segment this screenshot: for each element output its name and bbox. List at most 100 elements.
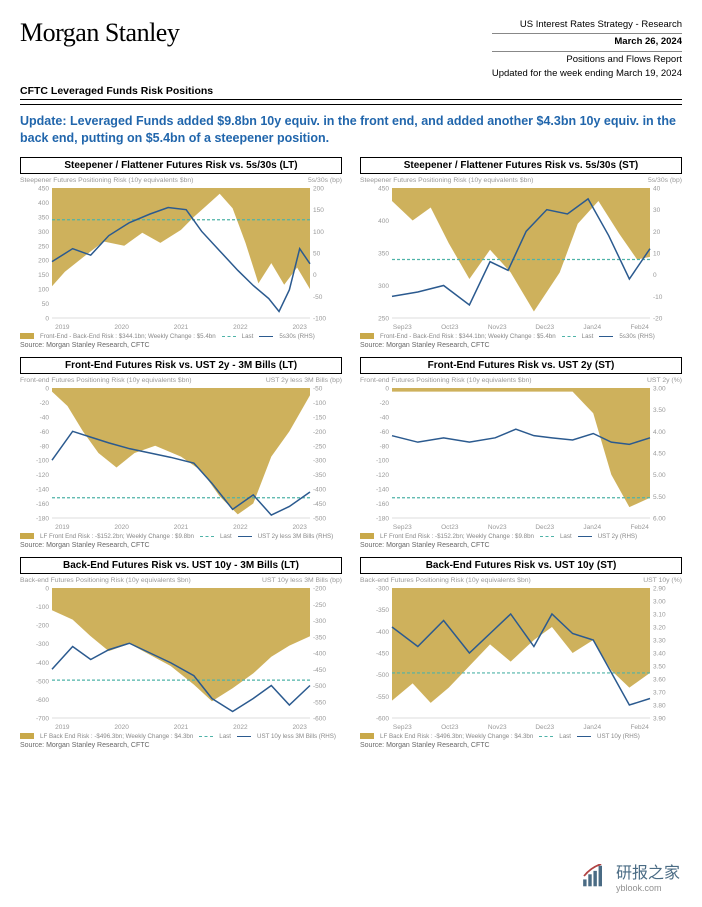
header-top: Morgan Stanley US Interest Rates Strateg… [20,18,682,81]
svg-text:-450: -450 [376,650,389,657]
header-line4: Updated for the week ending March 19, 20… [492,67,682,81]
svg-text:Dec23: Dec23 [535,524,554,531]
svg-text:Nov23: Nov23 [488,324,507,331]
svg-text:-20: -20 [40,400,50,407]
svg-text:-200: -200 [313,429,326,436]
chart-subtitle: Front-end Futures Positioning Risk (10y … [20,377,342,384]
header-line1: US Interest Rates Strategy - Research [492,18,682,34]
header-meta: US Interest Rates Strategy - Research Ma… [492,18,682,81]
svg-text:2019: 2019 [55,524,70,531]
svg-text:Sep23: Sep23 [393,324,412,331]
chart-title: Steepener / Flattener Futures Risk vs. 5… [360,157,682,174]
svg-text:-400: -400 [376,629,389,636]
svg-text:-300: -300 [36,641,49,648]
chart-cell-5: Back-End Futures Risk vs. UST 10y (ST)Ba… [360,557,682,749]
svg-text:450: 450 [378,185,389,192]
svg-text:Nov23: Nov23 [488,524,507,531]
svg-text:300: 300 [38,229,49,236]
svg-text:2022: 2022 [233,324,248,331]
svg-text:Oct23: Oct23 [441,524,459,531]
svg-text:-400: -400 [36,660,49,667]
chart-svg: 0-20-40-60-80-100-120-140-160-180-50-100… [20,384,342,532]
chart-source: Source: Morgan Stanley Research, CFTC [20,542,342,549]
svg-text:Oct23: Oct23 [441,724,459,731]
svg-text:-50: -50 [313,294,323,301]
svg-text:Dec23: Dec23 [535,324,554,331]
svg-text:3.40: 3.40 [653,650,666,657]
svg-text:-20: -20 [380,400,390,407]
svg-text:Feb24: Feb24 [630,724,649,731]
svg-text:400: 400 [38,200,49,207]
svg-text:-350: -350 [313,634,326,641]
svg-text:2021: 2021 [174,724,189,731]
svg-text:-300: -300 [376,585,389,592]
svg-text:2023: 2023 [292,524,307,531]
svg-text:300: 300 [378,283,389,290]
chart-cell-4: Back-End Futures Risk vs. UST 10y - 3M B… [20,557,342,749]
svg-text:2023: 2023 [292,724,307,731]
svg-text:-120: -120 [36,472,49,479]
svg-text:-160: -160 [376,501,389,508]
svg-text:-600: -600 [36,697,49,704]
chart-source: Source: Morgan Stanley Research, CFTC [360,742,682,749]
svg-text:3.50: 3.50 [653,663,666,670]
chart-svg: 0-100-200-300-400-500-600-700-200-250-30… [20,584,342,732]
svg-text:-100: -100 [376,457,389,464]
svg-text:200: 200 [313,185,324,192]
svg-text:2020: 2020 [114,724,129,731]
chart-title: Back-End Futures Risk vs. UST 10y - 3M B… [20,557,342,574]
svg-text:3.00: 3.00 [653,598,666,605]
chart-subtitle: Back-end Futures Positioning Risk (10y e… [360,577,682,584]
svg-text:4.50: 4.50 [653,450,666,457]
chart-cell-0: Steepener / Flattener Futures Risk vs. 5… [20,157,342,349]
svg-text:Jan24: Jan24 [583,524,601,531]
section-title: CFTC Leveraged Funds Risk Positions [20,85,682,100]
svg-text:-180: -180 [376,515,389,522]
svg-text:Feb24: Feb24 [630,524,649,531]
svg-text:3.70: 3.70 [653,689,666,696]
svg-text:-550: -550 [313,699,326,706]
svg-text:Sep23: Sep23 [393,524,412,531]
chart-legend: LF Back End Risk : -$496.3bn; Weekly Cha… [360,733,682,740]
svg-text:2.90: 2.90 [653,585,666,592]
svg-text:0: 0 [45,385,49,392]
svg-text:-450: -450 [313,501,326,508]
svg-text:-100: -100 [313,400,326,407]
svg-text:0: 0 [385,385,389,392]
svg-text:-700: -700 [36,715,49,722]
svg-text:-80: -80 [40,443,50,450]
svg-text:Jan24: Jan24 [583,724,601,731]
svg-text:3.00: 3.00 [653,385,666,392]
svg-text:3.10: 3.10 [653,611,666,618]
svg-text:-300: -300 [313,618,326,625]
svg-text:2022: 2022 [233,524,248,531]
svg-text:100: 100 [313,229,324,236]
watermark-url: yblook.com [616,883,680,893]
svg-text:Oct23: Oct23 [441,324,459,331]
svg-text:0: 0 [45,585,49,592]
svg-text:0: 0 [653,272,657,279]
svg-text:-200: -200 [36,622,49,629]
page-header: Morgan Stanley US Interest Rates Strateg… [20,18,682,105]
chart-title: Front-End Futures Risk vs. UST 2y - 3M B… [20,357,342,374]
chart-source: Source: Morgan Stanley Research, CFTC [360,342,682,349]
svg-text:6.00: 6.00 [653,515,666,522]
svg-text:50: 50 [313,250,321,257]
svg-text:-250: -250 [313,602,326,609]
svg-text:3.50: 3.50 [653,407,666,414]
svg-text:-500: -500 [313,515,326,522]
svg-text:350: 350 [38,214,49,221]
svg-text:-600: -600 [313,715,326,722]
chart-subtitle: Steepener Futures Positioning Risk (10y … [360,177,682,184]
svg-text:3.20: 3.20 [653,624,666,631]
chart-legend: Front-End - Back-End Risk : $344.1bn; We… [360,333,682,340]
chart-subtitle: Front-end Futures Positioning Risk (10y … [360,377,682,384]
svg-text:50: 50 [42,301,50,308]
chart-cell-1: Steepener / Flattener Futures Risk vs. 5… [360,157,682,349]
watermark-text: 研报之家 [616,859,680,883]
svg-text:2019: 2019 [55,324,70,331]
svg-text:-80: -80 [380,443,390,450]
chart-cell-2: Front-End Futures Risk vs. UST 2y - 3M B… [20,357,342,549]
chart-cell-3: Front-End Futures Risk vs. UST 2y (ST)Fr… [360,357,682,549]
watermark-icon [582,864,610,888]
